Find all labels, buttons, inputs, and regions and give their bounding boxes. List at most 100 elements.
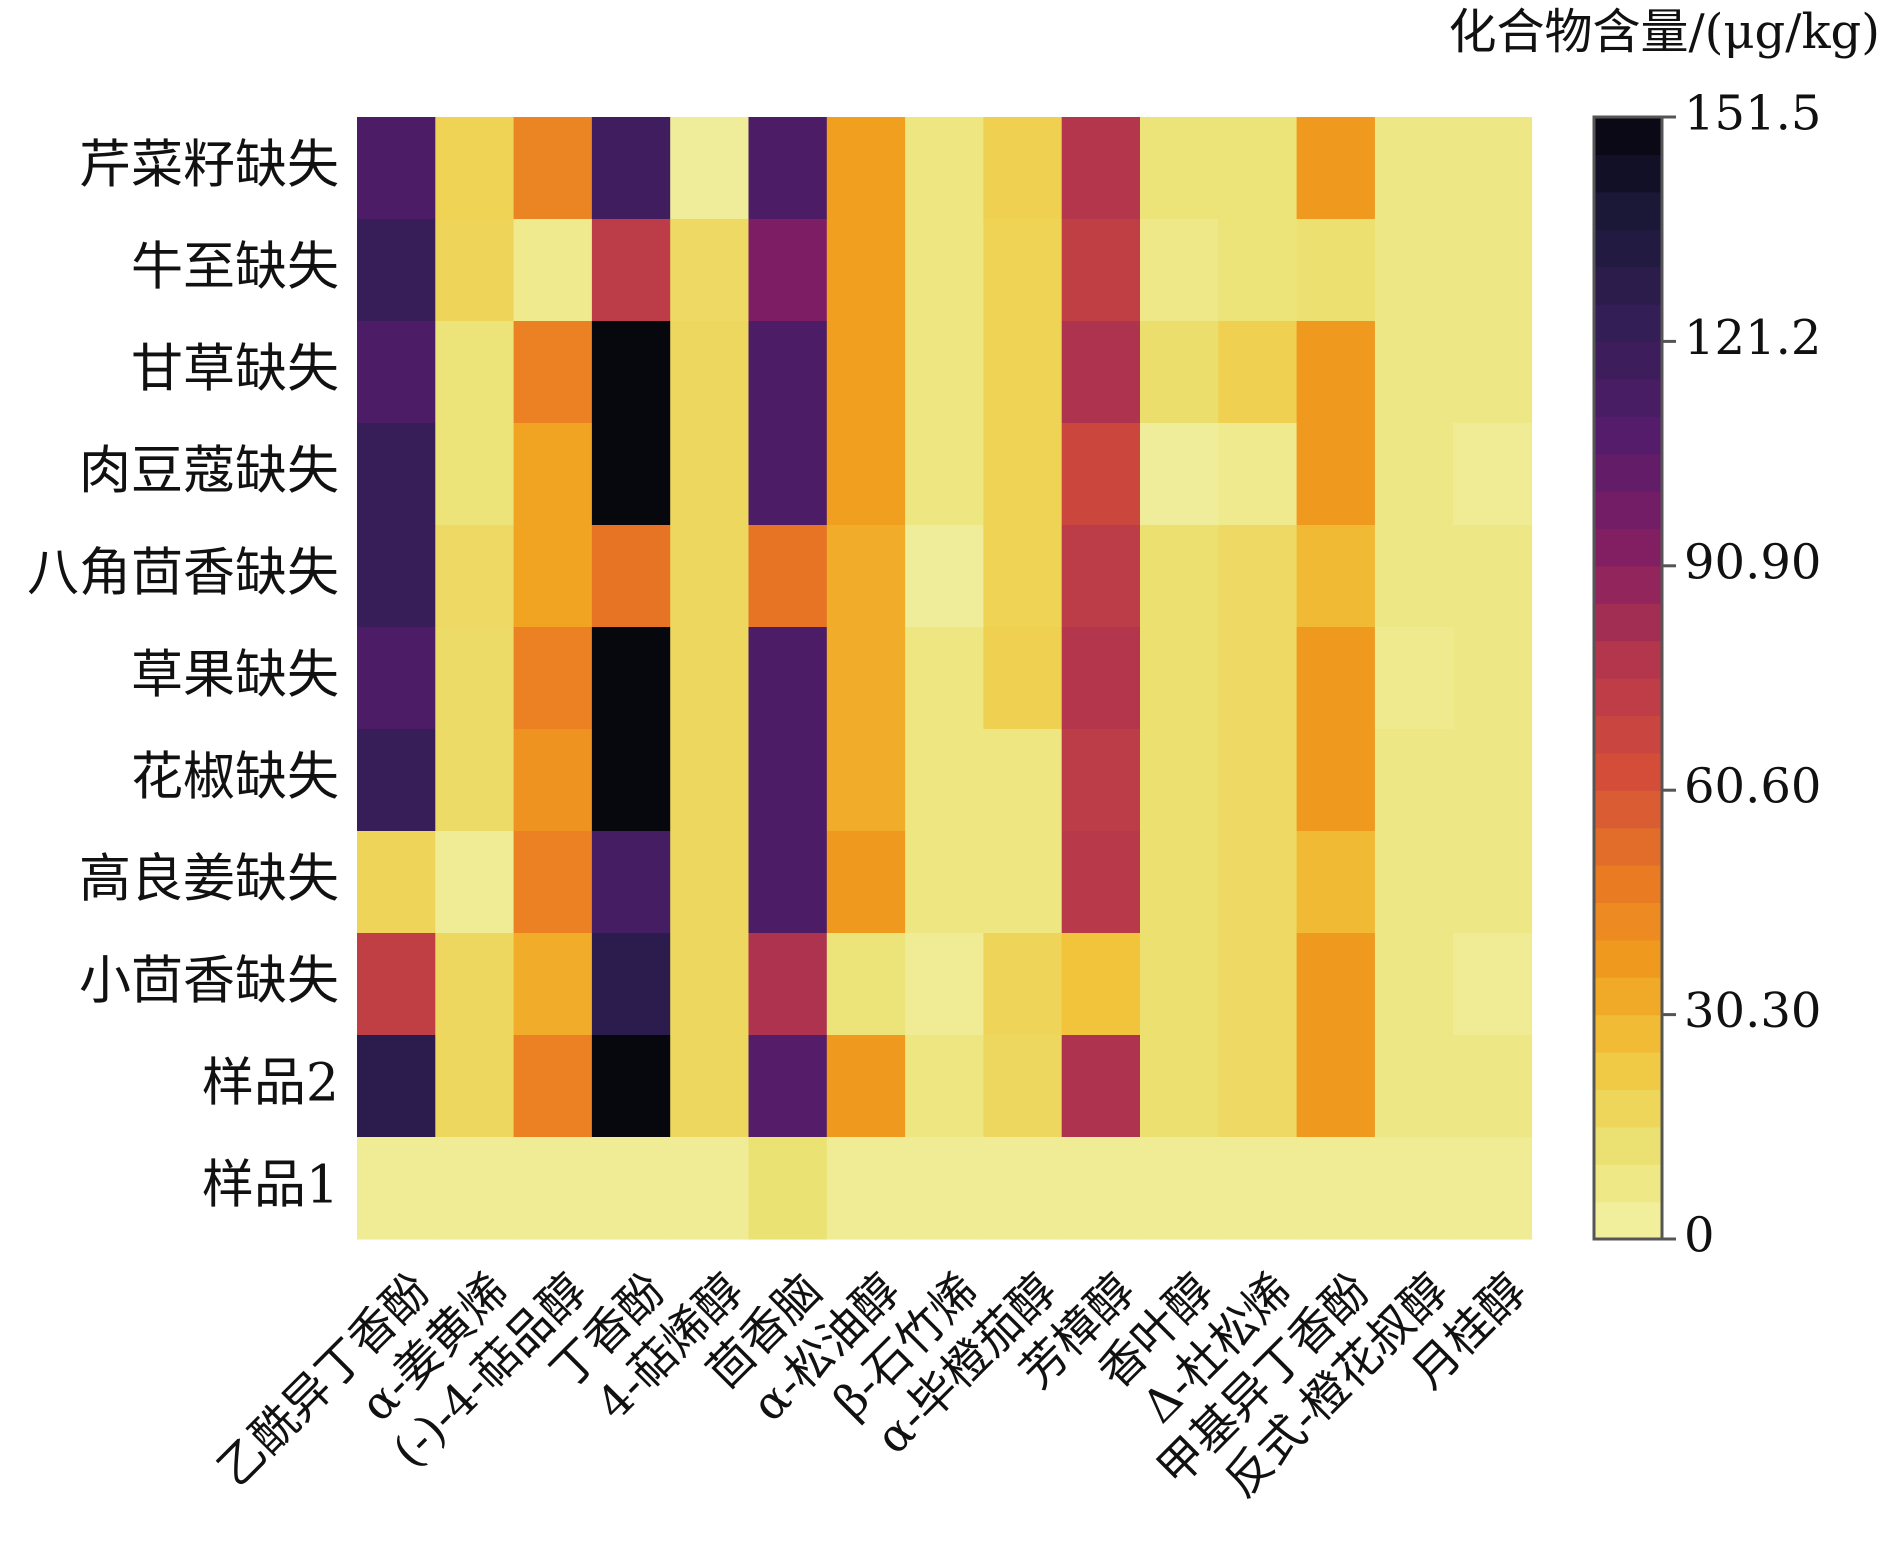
colorbar-swatch-24 — [1594, 304, 1662, 342]
heatmap-cell-r10-c10 — [1140, 1137, 1219, 1240]
heatmap-cell-r1-c9 — [1061, 219, 1141, 322]
heatmap-cell-r0-c8 — [983, 117, 1063, 220]
row-labels: 芹菜籽缺失牛至缺失甘草缺失肉豆蔻缺失八角茴香缺失草果缺失花椒缺失高良姜缺失小茴香… — [27, 136, 339, 1216]
colorbar-swatch-6 — [1594, 977, 1662, 1016]
heatmap-cell-r3-c12 — [1296, 423, 1376, 526]
heatmap-cell-r2-c12 — [1296, 321, 1376, 424]
heatmap-cell-r3-c1 — [435, 423, 515, 526]
column-labels: 乙酰异丁香酚α-姜黄烯(-)-4-萜品醇丁香酚4-萜烯醇茴香脑α-松油醇β-石竹… — [207, 1263, 1537, 1507]
heatmap-cell-r1-c3 — [591, 219, 671, 322]
heatmap-cell-r8-c12 — [1296, 933, 1376, 1036]
heatmap-cell-r9-c6 — [826, 1035, 906, 1138]
heatmap-cell-r4-c11 — [1218, 525, 1298, 628]
heatmap-cell-r10-c3 — [591, 1137, 671, 1240]
heatmap-cell-r0-c1 — [435, 117, 515, 220]
heatmap-cell-r2-c2 — [513, 321, 593, 424]
heatmap-cell-r1-c12 — [1296, 219, 1376, 322]
heatmap-cell-r0-c11 — [1218, 117, 1298, 220]
heatmap-cell-r7-c11 — [1218, 831, 1298, 934]
heatmap-cell-r4-c14 — [1453, 525, 1533, 628]
heatmap-cell-r10-c5 — [748, 1137, 828, 1240]
heatmap-cell-r6-c4 — [670, 729, 750, 832]
heatmap-cell-r10-c12 — [1296, 1137, 1376, 1240]
heatmap-cell-r3-c2 — [513, 423, 593, 526]
heatmap-cell-r10-c11 — [1218, 1137, 1298, 1240]
row-label-9: 样品2 — [202, 1054, 339, 1114]
heatmap-cell-r6-c10 — [1140, 729, 1219, 832]
heatmap-cell-r1-c2 — [513, 219, 593, 322]
heatmap-cell-r8-c7 — [905, 933, 984, 1036]
heatmap-cell-r5-c8 — [983, 627, 1063, 730]
heatmap-cell-r10-c9 — [1061, 1137, 1141, 1240]
heatmap-cell-r10-c8 — [983, 1137, 1063, 1240]
heatmap-cell-r3-c3 — [591, 423, 671, 526]
heatmap-cell-r2-c10 — [1140, 321, 1219, 424]
colorbar-tick-label-3: 90.90 — [1684, 534, 1821, 590]
heatmap-cell-r1-c0 — [357, 219, 436, 322]
heatmap-cell-r3-c8 — [983, 423, 1063, 526]
heatmap-cell-r5-c4 — [670, 627, 750, 730]
heatmap-cell-r6-c6 — [826, 729, 906, 832]
heatmap-cell-r5-c2 — [513, 627, 593, 730]
heatmap-cell-r2-c6 — [826, 321, 906, 424]
row-label-4: 八角茴香缺失 — [27, 544, 339, 604]
heatmap-cell-r10-c1 — [435, 1137, 515, 1240]
heatmap-cell-r3-c10 — [1140, 423, 1219, 526]
heatmap-cell-r2-c3 — [591, 321, 671, 424]
colorbar: 化合物含量/(μg/kg) 0 30.30 60.60 90.90 121.2 151.5 — [1448, 4, 1880, 1264]
heatmap-cell-r3-c0 — [357, 423, 436, 526]
heatmap-cell-r6-c1 — [435, 729, 515, 832]
heatmap-cell-r1-c7 — [905, 219, 984, 322]
heatmap-cell-r8-c3 — [591, 933, 671, 1036]
heatmap-cell-r4-c12 — [1296, 525, 1376, 628]
colorbar-swatch-19 — [1594, 491, 1662, 529]
colorbar-title: 化合物含量/(μg/kg) — [1448, 4, 1880, 60]
heatmap-cell-r6-c13 — [1374, 729, 1454, 832]
heatmap-cell-r9-c7 — [905, 1035, 984, 1138]
colorbar-swatch-21 — [1594, 416, 1662, 455]
heatmap-cell-r6-c11 — [1218, 729, 1298, 832]
colorbar-tick-label-0: 0 — [1684, 1208, 1715, 1264]
heatmap-cell-r10-c14 — [1453, 1137, 1533, 1240]
colorbar-swatch-4 — [1594, 1052, 1662, 1090]
heatmap-cell-r9-c13 — [1374, 1035, 1454, 1138]
heatmap-cell-r2-c9 — [1061, 321, 1141, 424]
heatmap-cell-r7-c2 — [513, 831, 593, 934]
heatmap-cell-r1-c14 — [1453, 219, 1533, 322]
heatmap-cell-r8-c14 — [1453, 933, 1533, 1036]
heatmap-cell-r5-c5 — [748, 627, 828, 730]
heatmap-cell-r4-c5 — [748, 525, 828, 628]
colorbar-tick-label-2: 60.60 — [1684, 759, 1821, 815]
heatmap-cell-r6-c8 — [983, 729, 1063, 832]
heatmap-cell-r3-c14 — [1453, 423, 1533, 526]
colorbar-swatch-17 — [1594, 565, 1662, 604]
heatmap-cell-r9-c10 — [1140, 1035, 1219, 1138]
colorbar-swatch-11 — [1594, 790, 1662, 829]
heatmap-cells — [357, 117, 1533, 1240]
heatmap-cell-r4-c9 — [1061, 525, 1141, 628]
colorbar-swatch-3 — [1594, 1089, 1662, 1128]
colorbar-ticks: 0 30.30 60.60 90.90 121.2 151.5 — [1662, 86, 1821, 1264]
heatmap-cell-r9-c2 — [513, 1035, 593, 1138]
heatmap-cell-r0-c9 — [1061, 117, 1141, 220]
heatmap-cell-r6-c7 — [905, 729, 984, 832]
colorbar-swatch-10 — [1594, 827, 1662, 866]
heatmap-cell-r3-c6 — [826, 423, 906, 526]
heatmap-cell-r8-c13 — [1374, 933, 1454, 1036]
heatmap-cell-r2-c7 — [905, 321, 984, 424]
heatmap-cell-r0-c3 — [591, 117, 671, 220]
heatmap-cell-r0-c14 — [1453, 117, 1533, 220]
heatmap-cell-r4-c6 — [826, 525, 906, 628]
heatmap-cell-r8-c11 — [1218, 933, 1298, 1036]
heatmap-cell-r7-c1 — [435, 831, 515, 934]
colorbar-swatch-18 — [1594, 528, 1662, 567]
heatmap-cell-r5-c12 — [1296, 627, 1376, 730]
heatmap-cell-r6-c9 — [1061, 729, 1141, 832]
colorbar-swatch-7 — [1594, 939, 1662, 978]
heatmap-cell-r3-c13 — [1374, 423, 1454, 526]
colorbar-swatch-14 — [1594, 678, 1662, 716]
colorbar-swatch-12 — [1594, 752, 1662, 791]
colorbar-swatch-27 — [1594, 191, 1662, 230]
heatmap-cell-r9-c4 — [670, 1035, 750, 1138]
heatmap-cell-r7-c12 — [1296, 831, 1376, 934]
